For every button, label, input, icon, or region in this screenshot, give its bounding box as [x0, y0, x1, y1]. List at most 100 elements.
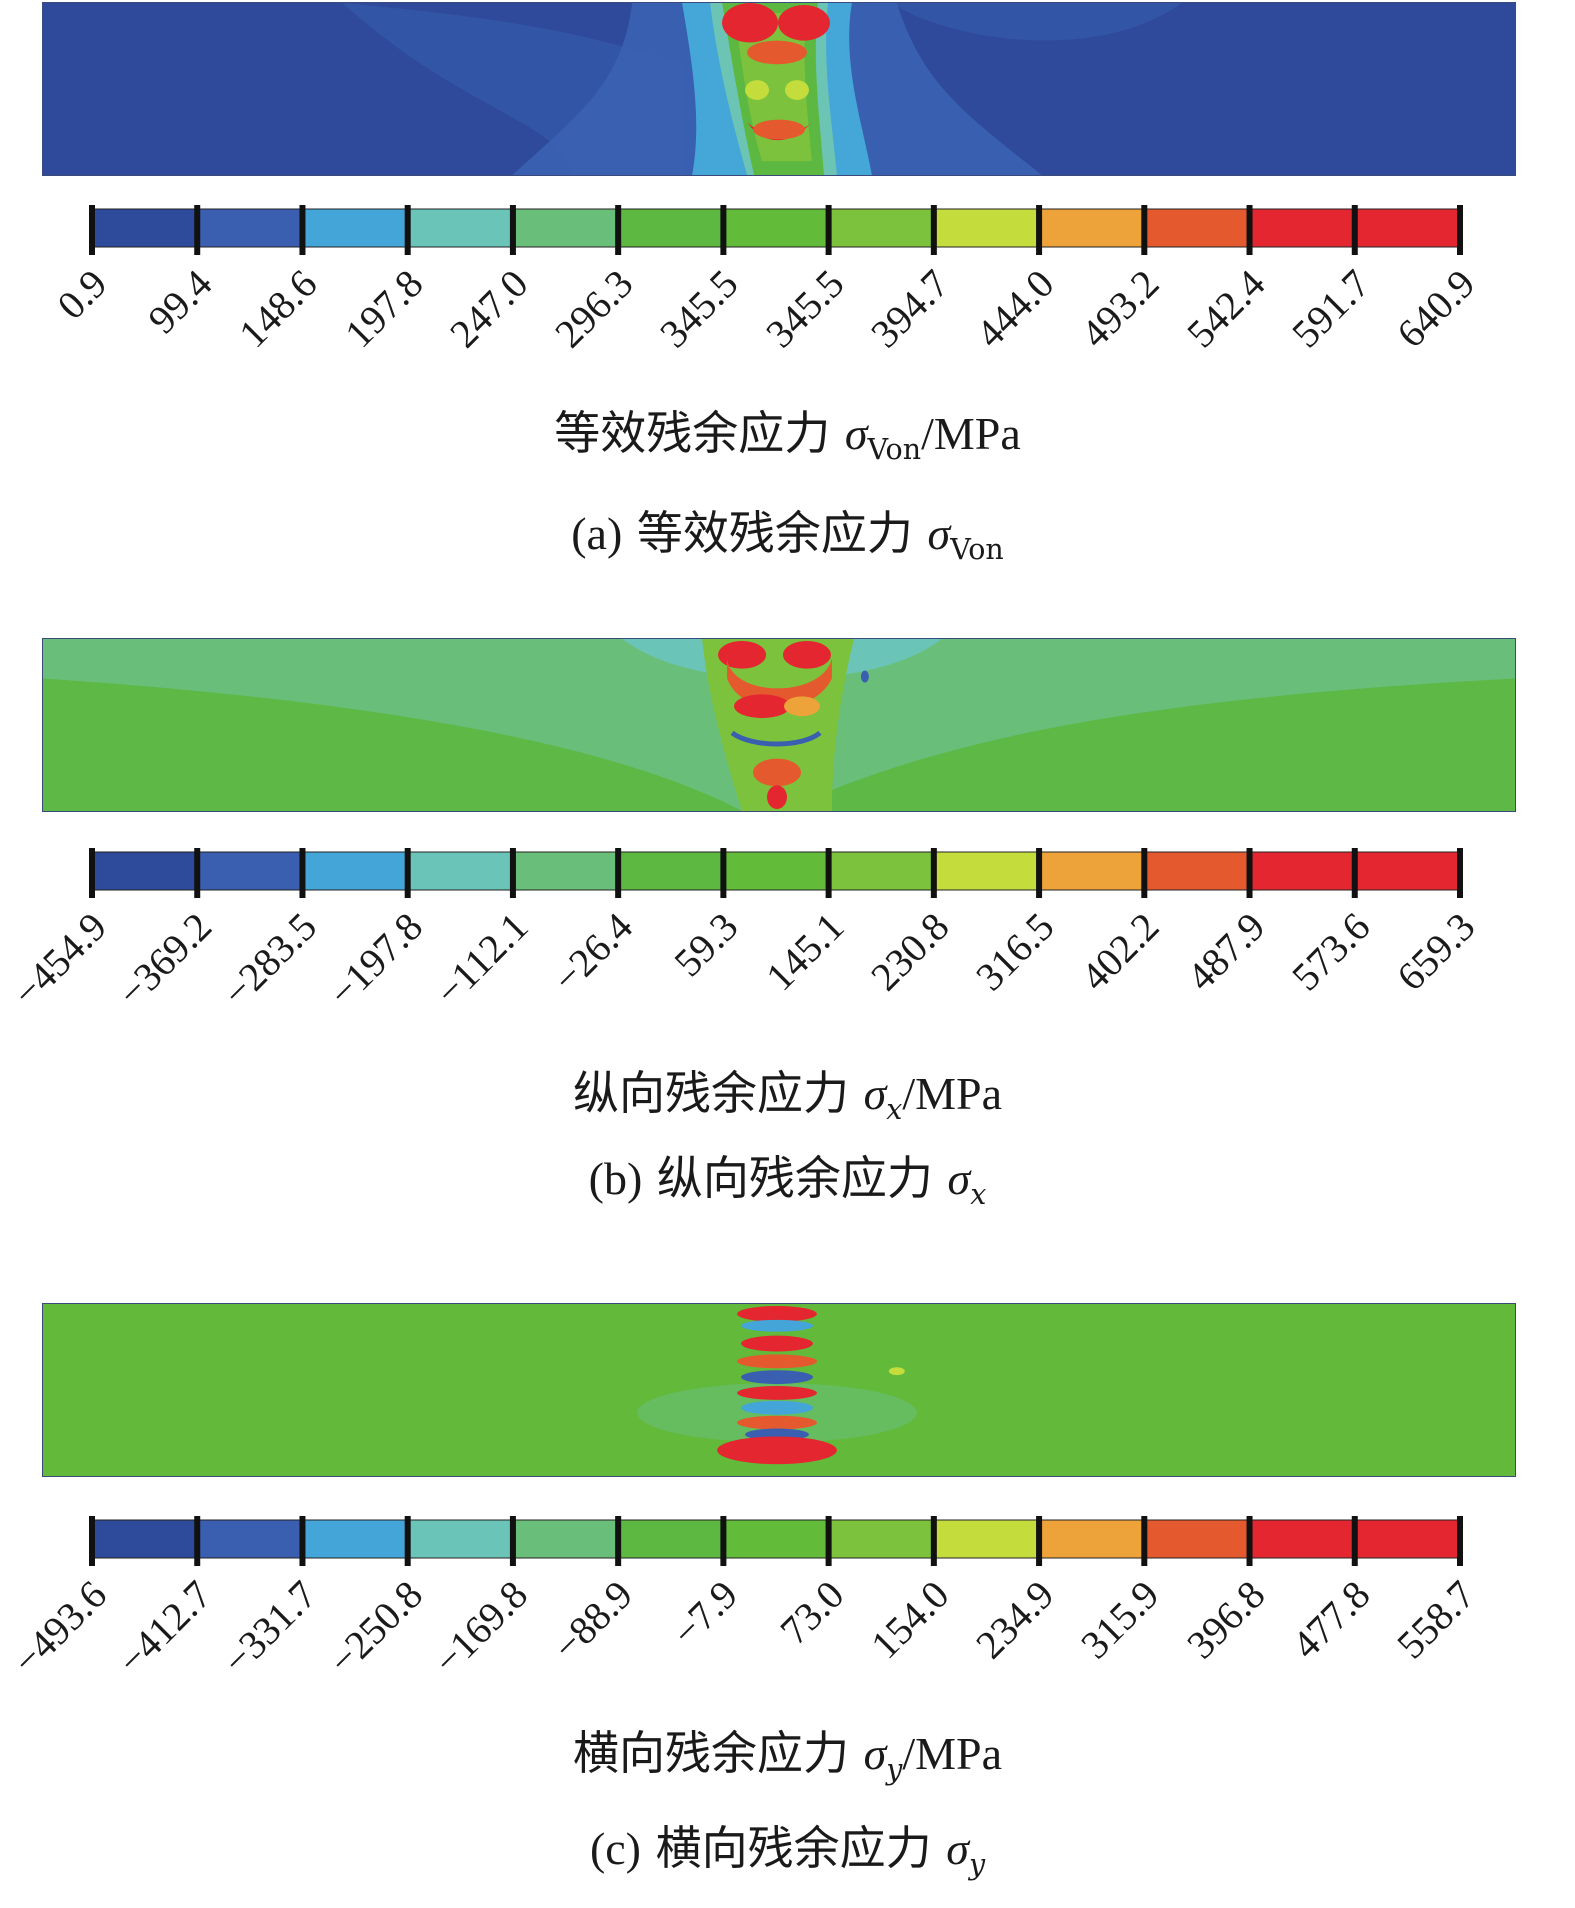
- legend-tick-label: −493.6: [3, 1571, 116, 1684]
- legend-swatch: [722, 208, 830, 248]
- legend-swatch: [91, 851, 198, 891]
- legend-tick-label: −331.7: [214, 1571, 326, 1684]
- legend-tick-mark: [825, 1516, 832, 1566]
- legend-tick-label: −169.8: [424, 1571, 537, 1684]
- axis-unit-c: /MPa: [902, 1728, 1003, 1779]
- axis-title-b: 纵向残余应力 σx/MPa: [0, 1070, 1575, 1124]
- panel-c: 横向残余应力 σy/MPa (c) 横向残余应力 σy −493.6 −412.7…: [0, 1290, 1575, 1908]
- legend-tick-label: 396.8: [1177, 1571, 1274, 1668]
- axis-title-cn-a: 等效残余应力: [554, 406, 831, 460]
- color-legend-a: [89, 205, 1463, 255]
- legend-swatch: [301, 208, 409, 248]
- legend-swatch: [828, 208, 935, 248]
- legend-tick-mark: [615, 848, 622, 898]
- legend-tick-label: −250.8: [319, 1571, 431, 1684]
- legend-tick-label: −412.7: [108, 1571, 221, 1684]
- legend-swatch: [828, 1519, 935, 1559]
- legend-tick-label: −26.4: [543, 903, 642, 1002]
- legend-tick-label: 402.2: [1072, 903, 1168, 1000]
- legend-tick-label: −454.9: [3, 903, 116, 1016]
- legend-swatch: [1354, 208, 1461, 248]
- legend-tick-label: −197.8: [319, 903, 431, 1016]
- legend-swatch: [91, 208, 198, 248]
- legend-swatch: [407, 208, 514, 248]
- legend-tick-label: −112.1: [426, 903, 537, 1015]
- stress-field-plot-b: [42, 638, 1516, 812]
- legend-tick-mark: [509, 205, 516, 255]
- caption-subscript-a: Von: [950, 532, 1004, 566]
- legend-swatch: [1354, 851, 1461, 891]
- legend-tick-label: 316.5: [967, 903, 1063, 1000]
- legend-tick-mark: [1036, 1516, 1043, 1566]
- legend-tick-label: −88.9: [543, 1571, 642, 1670]
- legend-tick-mark: [1351, 848, 1358, 898]
- axis-subscript-a: Von: [867, 432, 922, 466]
- legend-tick-label: 145.1: [756, 903, 853, 1000]
- legend-swatch: [1249, 208, 1356, 248]
- legend-swatch: [1038, 1519, 1145, 1559]
- stress-field-plot-c: [42, 1303, 1516, 1477]
- legend-swatch: [933, 1519, 1040, 1559]
- legend-swatch: [407, 851, 514, 891]
- legend-tick-label: 315.9: [1072, 1571, 1168, 1668]
- legend-tick-mark: [930, 1516, 937, 1566]
- panel-b: 纵向残余应力 σx/MPa (b) 纵向残余应力 σx −454.9 −369.2…: [0, 630, 1575, 1230]
- legend-tick-label: 487.9: [1177, 903, 1274, 1000]
- legend-swatch: [512, 208, 619, 248]
- axis-title-c: 横向残余应力 σy/MPa: [0, 1730, 1575, 1784]
- caption-b: (b) 纵向残余应力 σx: [0, 1155, 1575, 1209]
- axis-subscript-c: y: [886, 1752, 903, 1786]
- legend-tick-mark: [89, 205, 95, 255]
- axis-subscript-b: x: [886, 1092, 903, 1126]
- legend-tick-label: 477.8: [1282, 1571, 1379, 1668]
- legend-tick-mark: [1457, 1516, 1463, 1566]
- legend-tick-mark: [1457, 848, 1463, 898]
- legend-tick-mark: [1246, 1516, 1253, 1566]
- legend-tick-label: 542.4: [1177, 260, 1274, 357]
- legend-swatch: [722, 1519, 830, 1559]
- axis-unit-a: /MPa: [921, 408, 1021, 459]
- legend-tick-mark: [299, 1516, 306, 1566]
- legend-tick-label: 591.7: [1282, 260, 1379, 357]
- legend-tick-mark: [1351, 1516, 1358, 1566]
- legend-swatch: [196, 208, 303, 248]
- legend-tick-mark: [930, 205, 937, 255]
- legend-swatch: [933, 851, 1040, 891]
- legend-tick-mark: [509, 848, 516, 898]
- axis-symbol-c: σ: [863, 1728, 887, 1779]
- legend-tick-mark: [194, 848, 201, 898]
- legend-tick-mark: [930, 848, 937, 898]
- caption-cn-b: 纵向残余应力: [656, 1151, 933, 1205]
- legend-tick-mark: [299, 205, 306, 255]
- legend-tick-mark: [1036, 848, 1043, 898]
- legend-tick-label: 59.3: [665, 903, 747, 986]
- legend-bar-a: [89, 205, 1463, 255]
- legend-tick-label: 197.8: [335, 260, 432, 357]
- legend-tick-mark: [404, 205, 411, 255]
- legend-tick-mark: [404, 1516, 411, 1566]
- stress-contour-b: [43, 639, 1515, 811]
- legend-tick-label: 493.2: [1072, 260, 1168, 357]
- legend-tick-label: 230.8: [861, 903, 958, 1000]
- legend-swatch: [828, 851, 935, 891]
- legend-tick-mark: [825, 848, 832, 898]
- legend-swatch: [933, 208, 1040, 248]
- axis-title-a: 等效残余应力 σVon/MPa: [0, 410, 1575, 464]
- legend-swatch: [196, 1519, 303, 1559]
- legend-tick-mark: [1141, 1516, 1148, 1566]
- legend-swatch: [1249, 851, 1356, 891]
- caption-prefix-a: (a): [571, 508, 623, 559]
- caption-symbol-a: σ: [927, 508, 951, 559]
- caption-prefix-c: (c): [589, 1823, 641, 1874]
- legend-tick-label: 345.5: [756, 260, 853, 357]
- panel-a: 等效残余应力 σVon/MPa (a) 等效残余应力 σVon 0.9 99.4 1…: [0, 0, 1575, 564]
- legend-swatch: [512, 1519, 619, 1559]
- legend-swatch: [1143, 208, 1251, 248]
- axis-symbol-b: σ: [863, 1068, 887, 1119]
- legend-tick-label: 296.3: [546, 260, 642, 357]
- legend-swatch: [512, 851, 619, 891]
- legend-tick-mark: [194, 205, 201, 255]
- legend-tick-label: 0.9: [48, 260, 116, 328]
- caption-symbol-b: σ: [947, 1153, 971, 1204]
- legend-tick-label: 394.7: [861, 260, 958, 357]
